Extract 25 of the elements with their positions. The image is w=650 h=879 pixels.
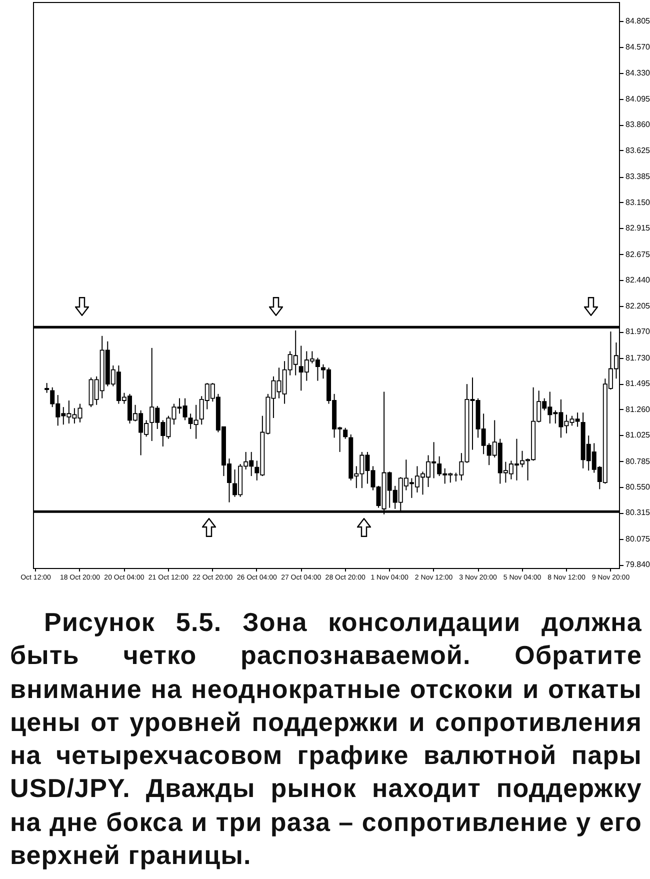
y-tick-label: 80.785 [626, 456, 650, 466]
y-tick-label: 83.150 [626, 198, 650, 207]
y-tick-label: 80.315 [626, 508, 650, 518]
y-tick-label: 81.970 [626, 327, 650, 336]
y-tick-label: 80.550 [626, 482, 650, 492]
y-tick-label: 81.495 [626, 379, 650, 388]
y-tick-label: 82.915 [626, 224, 650, 233]
y-tick-label: 82.205 [626, 301, 650, 310]
y-tick-label: 84.570 [626, 42, 650, 52]
y-tick-label: 83.385 [626, 172, 650, 182]
y-tick-label: 84.330 [626, 68, 650, 78]
candlestick [44, 382, 50, 394]
y-tick-label: 83.625 [626, 146, 650, 155]
y-tick-label: 81.730 [626, 353, 650, 362]
y-tick-label: 79.840 [626, 560, 650, 570]
y-tick-label: 84.805 [626, 16, 650, 26]
candlestick [343, 427, 348, 440]
y-tick-label: 84.095 [626, 94, 650, 104]
y-tick-label: 80.075 [626, 534, 650, 544]
y-tick-label: 81.025 [626, 430, 650, 440]
y-tick-label: 83.860 [626, 120, 650, 130]
y-tick-label: 81.260 [626, 404, 650, 414]
y-tick-label: 82.440 [626, 276, 650, 285]
text: Рисунок 5.5. Зона консолидации должна быть четко распознаваемой. Обратите внимание на неоднократные отскоки и откаты цены от уровней поддержки и сопротивления на четырехчасовом графике валютной пары USD/JPY. Дважды рынок находит поддержку на дне бокса и три раза – сопротивление у его верхней границы. [10, 606, 642, 872]
y-tick-label: 82.675 [626, 250, 650, 259]
